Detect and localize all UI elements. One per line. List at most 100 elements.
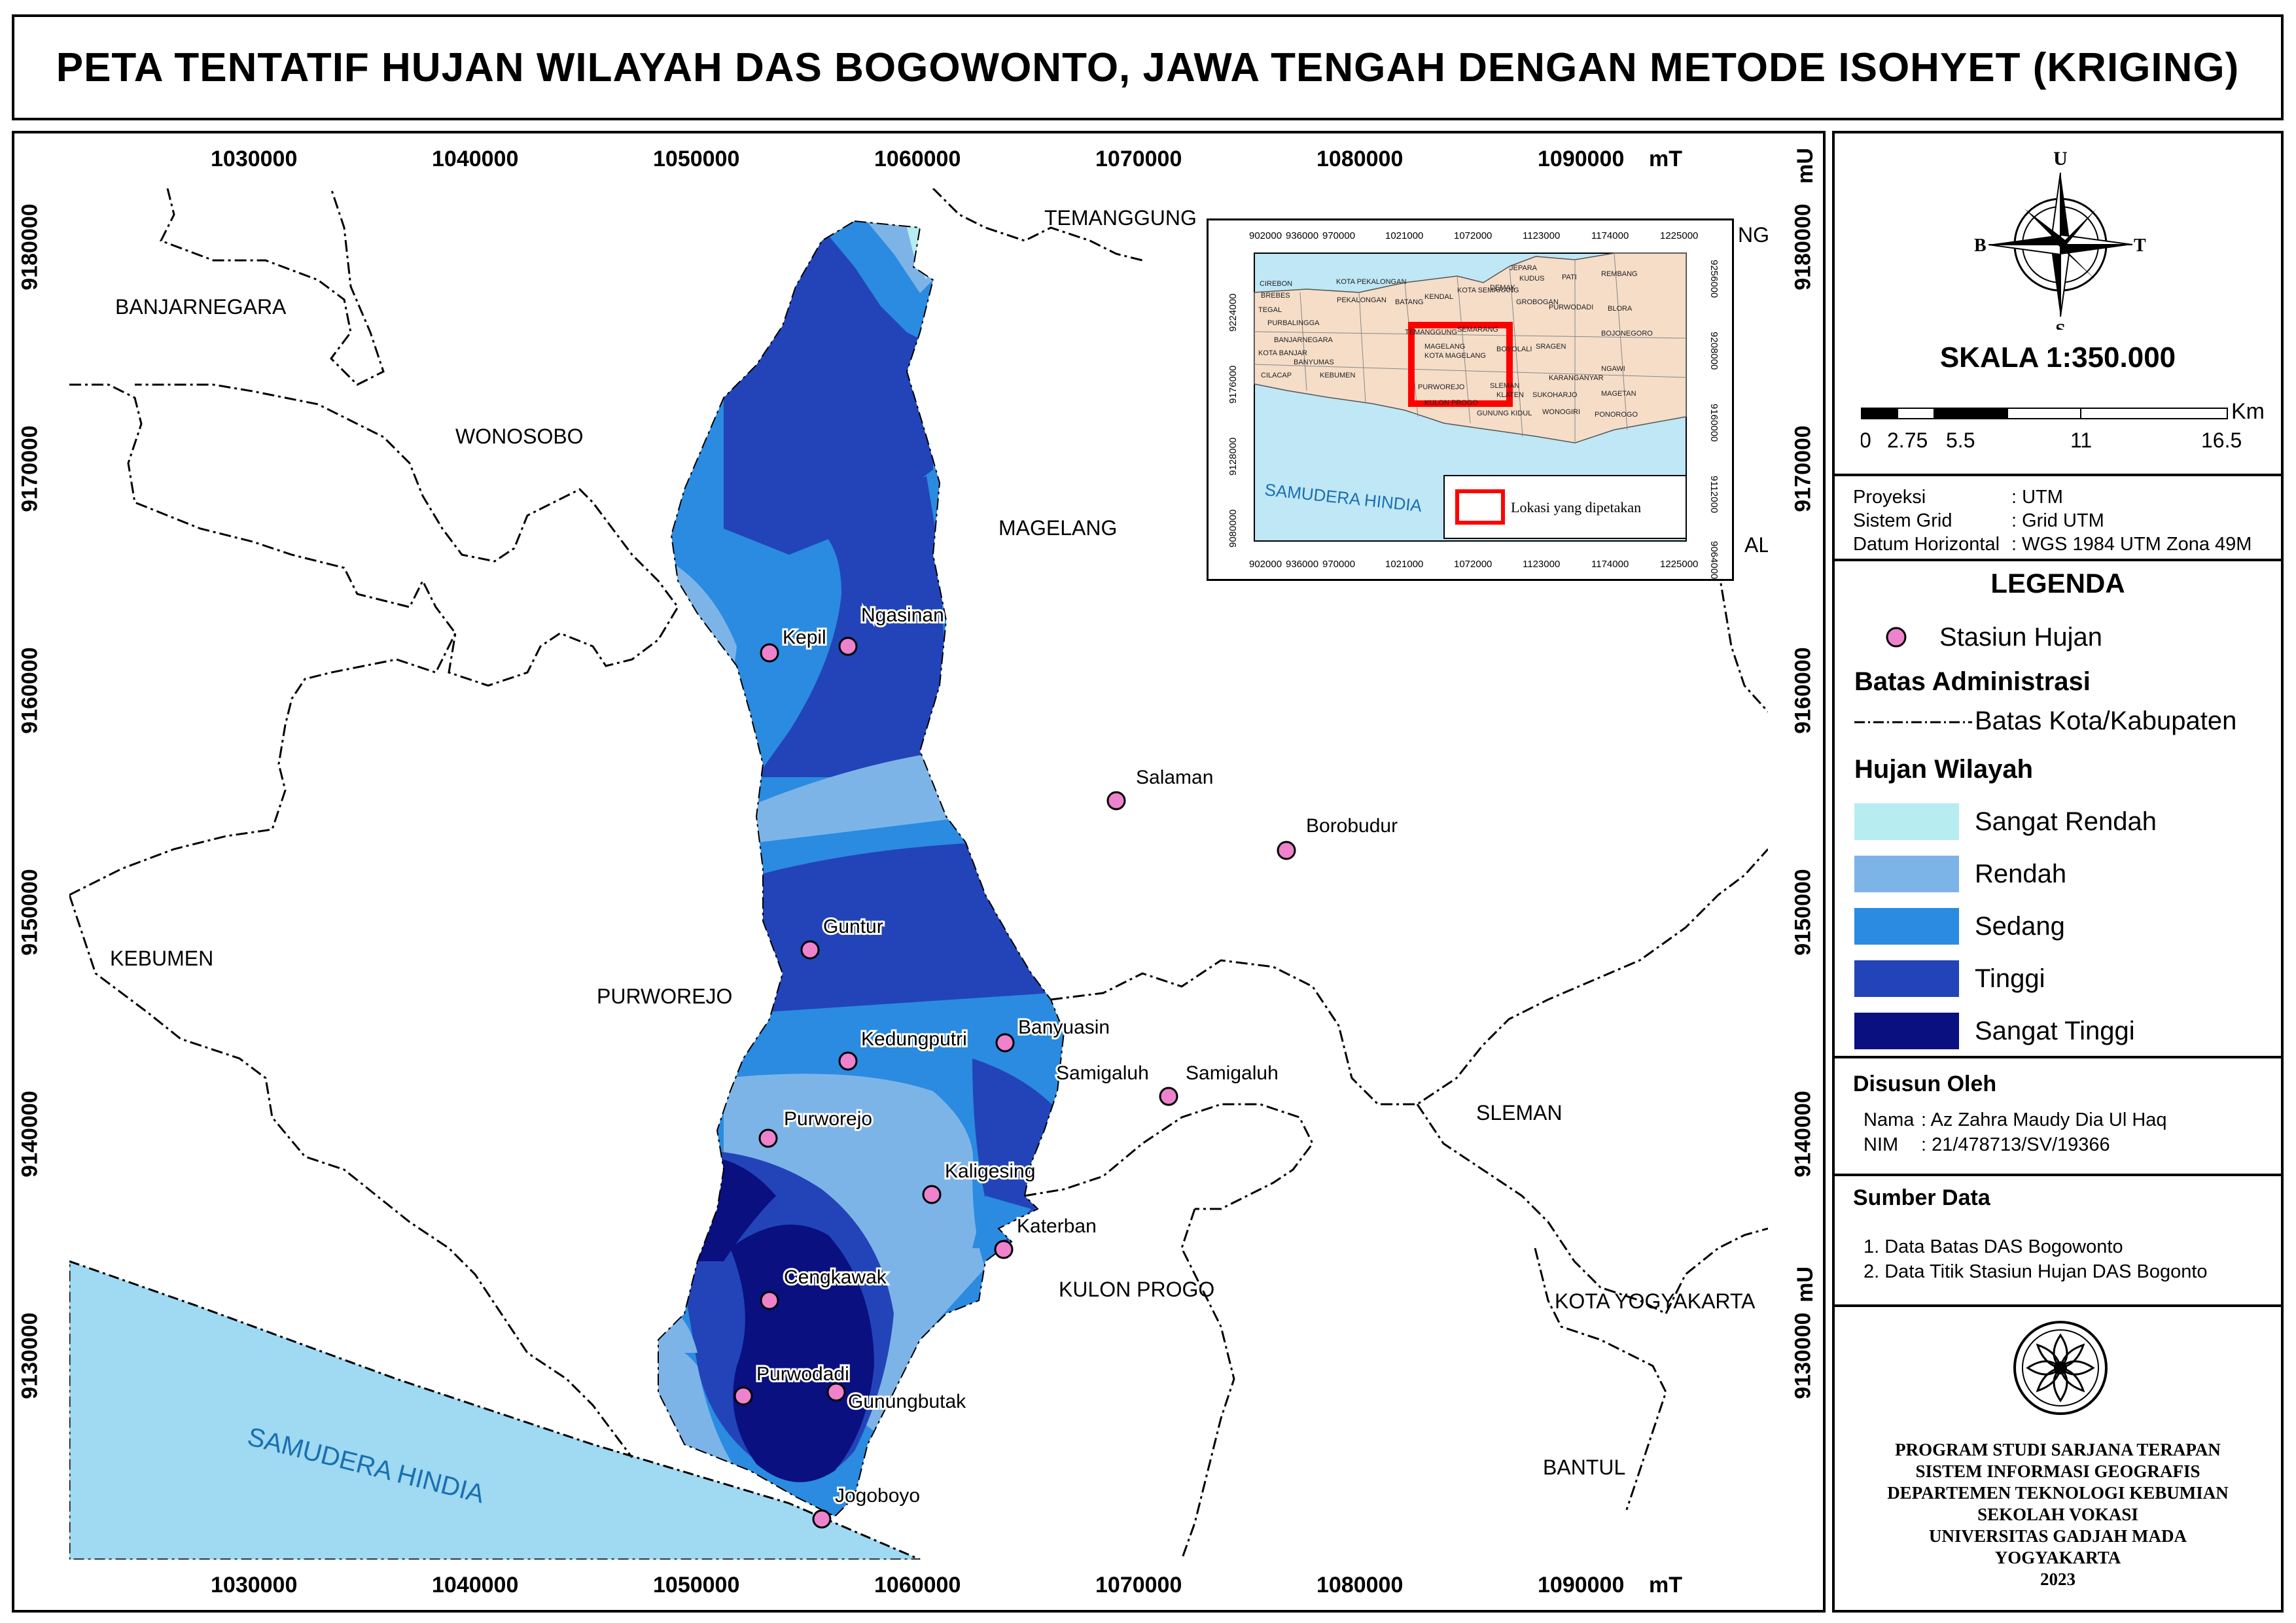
projection-label: Proyeksi [1853,487,1926,508]
inset-canvas: 902000 936000 970000 1021000 1072000 112… [1227,230,1720,579]
map-title: PETA TENTATIF HUJAN WILAYAH DAS BOGOWONT… [56,44,2240,90]
source-item-1: 1. Data Batas DAS Bogowonto [1863,1236,2123,1257]
station-label: Katerban [1017,1215,1097,1237]
grid-y-left-3: 9160000 [17,647,43,734]
grid-x-bottom-6: 1080000 [1316,1573,1404,1597]
label-right-edge-2: ALI [1744,533,1768,557]
label-kota-yogyakarta: KOTA YOGYAKARTA [1555,1289,1756,1313]
legend-class-rendah: Rendah [1975,860,2067,888]
source-item-2: 2. Data Titik Stasiun Hujan DAS Bogonto [1863,1261,2208,1282]
inset-y-left-4: 9080000 [1227,510,1239,548]
author-title: Disusun Oleh [1853,1072,1997,1096]
inset-place-label: PONOROGO [1595,411,1638,419]
inset-x-bottom-3: 970000 [1322,559,1355,570]
admin-line-symbol [1854,721,1972,724]
inset-place-label: SRAGEN [1536,343,1566,351]
projection-value: : UTM [2011,487,2063,508]
station-marker [800,940,820,960]
inset-x-bottom-8: 1225000 [1660,559,1698,570]
scale-tick-1: 2.75 [1887,428,1928,452]
label-banjarnegara: BANJARNEGARA [115,295,287,319]
inset-place-label: CILACAP [1261,372,1292,379]
ugm-seal-icon [2013,1321,2108,1415]
inset-legend-label: Lokasi yang dipetakan [1511,499,1641,515]
label-right-edge-1: NG [1738,223,1768,247]
station-marker [758,1128,778,1148]
station-label: Ngasinan [861,604,944,626]
north-scale-panel: U S B T SKALA 1:350.000 Km 0 2.75 5.5 11… [1835,133,2281,476]
grid-x-bottom-2: 1040000 [432,1573,519,1597]
scale-tick-2: 5.5 [1946,428,1975,452]
inset-y-left-1: 9224000 [1227,294,1239,332]
inset-place-label: GROBOGAN [1516,298,1559,306]
inset-place-label: BOYOLALI [1496,345,1532,353]
inset-place-label: TEGAL [1258,306,1282,314]
inset-place-label: SUKOHARJO [1532,391,1578,399]
inset-place-label: KUDUS [1519,275,1545,283]
scale-tick-3: 11 [2070,428,2092,452]
author-name-value: : Az Zahra Maudy Dia Ul Haq [1921,1109,2167,1130]
sources-title: Sumber Data [1853,1185,1990,1210]
inset-place-label: BLORA [1608,305,1633,313]
author-nim-value: : 21/478713/SV/19366 [1921,1134,2110,1155]
inset-y-right-5: 9064000 [1708,541,1720,579]
inset-place-label: GUNUNG KIDUL [1477,410,1532,417]
grid-x-top-4: 1060000 [874,147,961,171]
north-label-s: S [2055,321,2066,330]
projection-panel: Proyeksi : UTM Sistem Grid : Grid UTM Da… [1835,474,2281,561]
inset-place-label: BANJARNEGARA [1274,336,1333,344]
label-wonosobo: WONOSOBO [455,425,584,448]
scale-bar: Km 0 2.75 5.5 11 16.5 [1861,399,2265,452]
label-temanggung: TEMANGGUNG [1044,206,1197,230]
title-box: PETA TENTATIF HUJAN WILAYAH DAS BOGOWONT… [12,14,2284,120]
station-marker [922,1185,942,1204]
inset-location-box [1408,322,1513,407]
institution-line-7: 2023 [2040,1569,2075,1589]
station-label: Samigaluh [1056,1062,1149,1084]
legend-rain-title: Hujan Wilayah [1854,755,2034,784]
legend-admin-title: Batas Administrasi [1854,667,2091,696]
legend-class-sangat-rendah: Sangat Rendah [1975,807,2157,836]
map-canvas: BANJARNEGARA WONOSOBO TEMANGGUNG MAGELAN… [69,188,1768,1560]
station-marker [812,1509,832,1529]
map-frame: 1030000 1040000 1050000 1060000 1070000 … [12,131,1826,1613]
north-arrow-icon: U S B T [1974,148,2146,330]
author-name-label: Nama [1863,1109,1915,1130]
grid-y-right-3: 9160000 [1790,647,1816,734]
station-symbol-icon [1886,627,1907,648]
legend-swatch-tinggi [1854,960,1959,997]
inset-map: 902000 936000 970000 1021000 1072000 112… [1207,218,1734,581]
inset-x-bottom-7: 1174000 [1591,559,1629,570]
scale-tick-0: 0 [1861,428,1871,452]
inset-place-label: KLATEN [1496,391,1524,399]
sources-panel: Sumber Data 1. Data Batas DAS Bogowonto … [1835,1174,2281,1307]
inset-x-top-3: 970000 [1322,230,1355,241]
inset-place-label: NGAWI [1601,365,1625,373]
grid-system-value: : Grid UTM [2011,510,2104,531]
sea-area [69,1260,921,1560]
inset-x-top-1: 902000 [1249,230,1282,241]
inset-place-label: PURWOREJO [1418,383,1465,391]
inset-place-label: DEMAK [1490,284,1516,292]
legend-class-sedang: Sedang [1975,912,2065,941]
grid-y-left-4: 9150000 [17,869,43,956]
institution-line-3: DEPARTEMEN TEKNOLOGI KEBUMIAN [1887,1483,2229,1503]
label-kebumen: KEBUMEN [110,947,213,970]
station-label: Samigaluh [1186,1062,1279,1084]
inset-x-bottom-6: 1123000 [1523,559,1560,570]
inset-place-label: KENDAL [1424,293,1453,301]
inset-y-right-4: 9112000 [1708,476,1720,513]
inset-place-label: WONOGIRI [1542,408,1580,416]
datum-value: : WGS 1984 UTM Zona 49M [2011,534,2252,555]
inset-x-bottom-2: 936000 [1286,559,1318,570]
inset-x-top-2: 936000 [1286,230,1318,241]
inset-place-label: BREBES [1261,292,1290,300]
inset-place-label: TEMANGGUNG [1405,328,1457,336]
inset-place-label: JEPARA [1510,264,1538,272]
grid-x-bottom-4: 1060000 [874,1573,961,1597]
inset-place-label: PEKALONGAN [1337,296,1386,304]
legend-title: LEGENDA [1990,568,2125,599]
station-marker [995,1033,1015,1053]
grid-x-bottom-7: 1090000 [1538,1573,1625,1597]
legend-swatch-sangat-tinggi [1854,1013,1959,1049]
